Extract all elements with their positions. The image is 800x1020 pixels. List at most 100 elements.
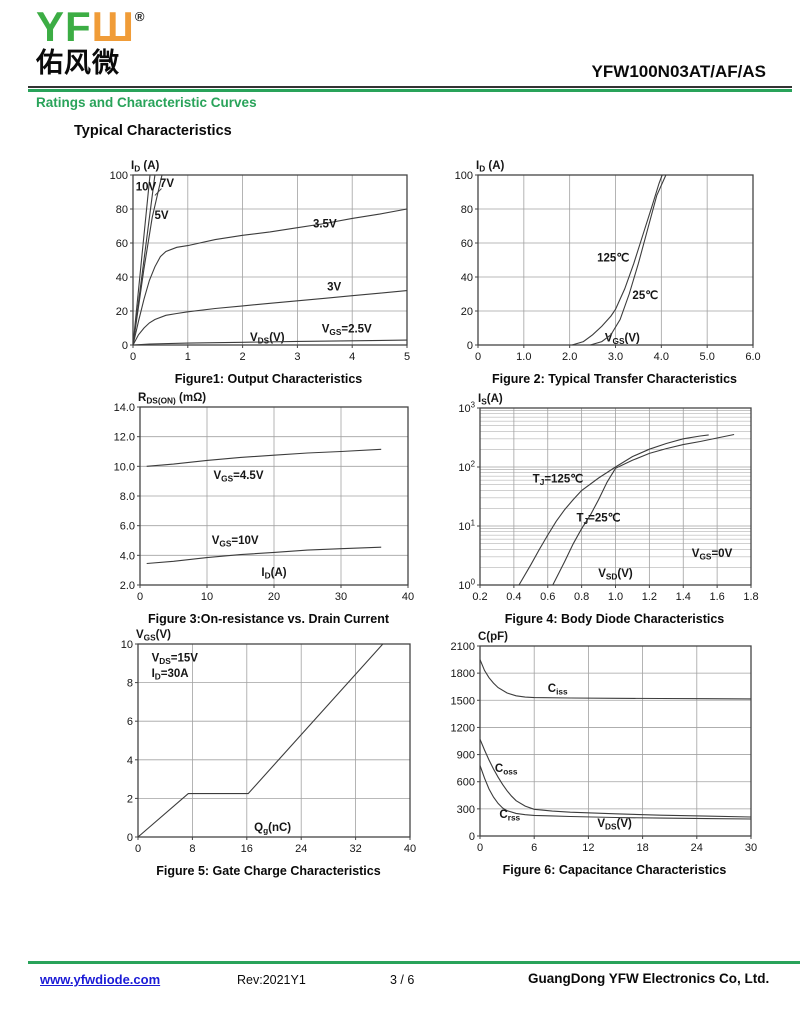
part-number: YFW100N03AT/AF/AS (591, 62, 766, 81)
svg-text:0: 0 (475, 351, 481, 363)
svg-text:101: 101 (458, 519, 475, 534)
svg-text:20: 20 (268, 591, 280, 603)
curve-label: Ciss (548, 683, 568, 697)
svg-text:0: 0 (469, 831, 475, 843)
curve-label: 25℃ (632, 289, 658, 302)
curve-label: VGS=0V (692, 548, 733, 562)
svg-text:2.0: 2.0 (120, 580, 135, 592)
svg-text:1200: 1200 (451, 722, 475, 734)
figure-on-resistance: 0 10 20 30 40 2.0 4.0 6.0 8.0 10.0 12.0 14.0 RDS(ON)… (96, 388, 441, 626)
series-VGS=10V (132, 174, 151, 346)
svg-text:24: 24 (295, 843, 307, 855)
svg-text:3: 3 (294, 351, 300, 363)
figure-transfer-characteristics: 0 1.0 2.0 3.0 4.0 5.0 6.0 0 20 40 60 80 100 ID (A) VGS… (442, 155, 787, 386)
curve-label: 10V (136, 181, 157, 193)
svg-text:600: 600 (457, 777, 475, 789)
svg-text:0: 0 (137, 591, 143, 603)
header-divider-black (28, 86, 792, 88)
figure-output-characteristics: 0 1 2 3 4 5 0 20 40 60 80 100 ID (A) VDS(V) 10V 7V 5V 3.5… (96, 155, 441, 386)
svg-text:30: 30 (335, 591, 347, 603)
figure-caption: Figure 2: Typical Transfer Characteristi… (491, 372, 737, 386)
revision-label: Rev:2021Y1 (237, 973, 306, 987)
svg-text:1.0: 1.0 (608, 591, 623, 603)
svg-text:10: 10 (121, 639, 133, 651)
page-number: 3 / 6 (390, 973, 415, 987)
svg-text:4: 4 (349, 351, 355, 363)
svg-text:0: 0 (135, 843, 141, 855)
curve-label: VDS=15V (152, 652, 199, 666)
svg-text:1.6: 1.6 (709, 591, 724, 603)
figure-caption: Figure 4: Body Diode Characteristics (504, 612, 725, 626)
registered-mark-icon: ® (134, 9, 146, 24)
page-title: Typical Characteristics (74, 123, 232, 139)
svg-text:32: 32 (349, 843, 361, 855)
figure-caption: Figure 5: Gate Charge Characteristics (156, 864, 381, 878)
svg-text:VDS(V): VDS(V) (597, 818, 632, 832)
svg-text:4: 4 (127, 755, 133, 767)
svg-text:900: 900 (457, 750, 475, 762)
svg-text:0: 0 (477, 842, 483, 854)
website-link[interactable]: www.yfwdiode.com (40, 972, 161, 987)
series-125C (571, 174, 663, 346)
svg-text:VGS(V): VGS(V) (605, 333, 640, 347)
curve-label: ID=30A (152, 668, 189, 682)
svg-text:0: 0 (467, 340, 473, 352)
svg-text:0: 0 (127, 832, 133, 844)
curve-label: VGS=10V (212, 535, 259, 549)
svg-text:24: 24 (691, 842, 703, 854)
figure-capacitance: 0 6 12 18 24 30 0 300 600 900 1200 1500 1800 2100 C(pF… (442, 622, 787, 877)
svg-text:Qg(nC): Qg(nC) (254, 822, 291, 836)
svg-text:2: 2 (127, 793, 133, 805)
series-Ciss (479, 659, 752, 700)
svg-text:18: 18 (636, 842, 648, 854)
series-TJ=125C (518, 434, 709, 586)
svg-text:6.0: 6.0 (120, 521, 135, 533)
curve-label: Crss (499, 809, 520, 823)
curve-label: 3.5V (313, 219, 337, 231)
svg-text:1: 1 (185, 351, 191, 363)
svg-text:10: 10 (201, 591, 213, 603)
chart-canvas-gate-charge: 0 8 16 24 32 400246810VGS(V)Qg(nC)VDS=15VID=3… (121, 629, 416, 855)
svg-text:80: 80 (461, 204, 473, 216)
svg-text:300: 300 (457, 804, 475, 816)
curve-label: VGS=4.5V (213, 470, 263, 484)
svg-text:0.4: 0.4 (506, 591, 521, 603)
curve-label: VGS=2.5V (322, 323, 372, 337)
svg-text:2: 2 (240, 351, 246, 363)
company-logo: YFШ® 佑风微 (36, 6, 145, 77)
svg-text:20: 20 (116, 306, 128, 318)
svg-text:40: 40 (402, 591, 414, 603)
series-VGS=5V (132, 174, 163, 346)
svg-text:VSD(V): VSD(V) (598, 568, 633, 582)
company-name: GuangDong YFW Electronics Co, Ltd. (528, 971, 770, 986)
logo-wordmark: YFШ® (36, 6, 145, 48)
figure-caption: Figure1: Output Characteristics (174, 372, 363, 386)
footer-divider-green (28, 961, 800, 964)
curve-label: 125℃ (597, 252, 629, 265)
svg-text:IS(A): IS(A) (478, 393, 503, 407)
figure-gate-charge: 0 8 16 24 32 40 0 2 4 6 8 10 VGS(V) Qg(nC) VDS=15V ID=3… (96, 622, 441, 878)
figure-caption: Figure 6: Capacitance Characteristics (502, 863, 727, 877)
svg-text:ID (A): ID (A) (131, 160, 160, 174)
svg-text:3.0: 3.0 (608, 351, 623, 363)
svg-text:60: 60 (116, 238, 128, 250)
curve-label: 5V (154, 210, 168, 222)
svg-text:C(pF): C(pF) (478, 631, 508, 643)
svg-text:102: 102 (458, 460, 475, 475)
svg-text:100: 100 (458, 578, 475, 593)
header-divider-green (28, 89, 792, 92)
svg-text:10.0: 10.0 (114, 461, 135, 473)
svg-text:1.8: 1.8 (743, 591, 758, 603)
svg-text:40: 40 (461, 272, 473, 284)
svg-text:6.0: 6.0 (745, 351, 760, 363)
curve-label: TJ=125℃ (533, 472, 584, 487)
svg-text:0: 0 (130, 351, 136, 363)
svg-text:40: 40 (404, 843, 416, 855)
logo-yf-text: YF (36, 3, 92, 50)
svg-text:ID(A): ID(A) (261, 567, 286, 581)
series-VGS=4.5V (146, 448, 382, 467)
svg-text:4.0: 4.0 (120, 550, 135, 562)
svg-text:103: 103 (458, 401, 475, 416)
svg-text:100: 100 (455, 170, 473, 182)
